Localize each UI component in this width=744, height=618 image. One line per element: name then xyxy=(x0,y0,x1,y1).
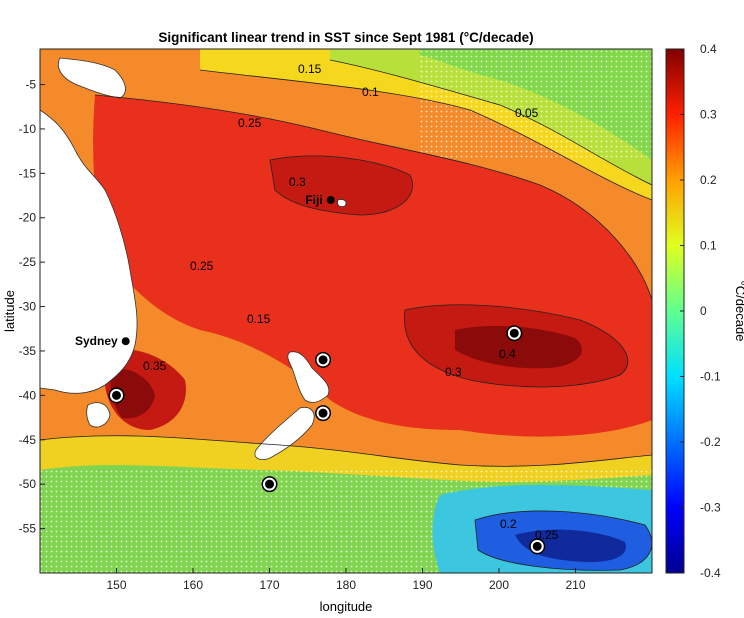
contour-label: 0.3 xyxy=(445,365,462,379)
y-axis-label: latitude xyxy=(2,290,17,332)
y-tick-label: -5 xyxy=(25,78,36,92)
contour-lines xyxy=(40,59,652,571)
colorbar-tick-label: 0.2 xyxy=(700,173,717,187)
contour-line xyxy=(404,304,629,388)
contour-line xyxy=(40,435,652,467)
colorbar-tick-label: 0 xyxy=(700,304,707,318)
contour-line xyxy=(199,69,652,201)
colorbar-label: °C/decade xyxy=(733,281,744,342)
site-marker-ring xyxy=(316,353,330,367)
site-marker-ring xyxy=(110,388,123,402)
y-tick-label: -45 xyxy=(19,433,37,447)
y-tick-label: -40 xyxy=(19,388,37,402)
place-dot xyxy=(326,195,335,204)
site-markers xyxy=(108,325,546,555)
contour-line xyxy=(269,155,413,216)
x-tick-label: 170 xyxy=(259,578,279,592)
y-axis-ticks: -5 -10 -15 -20 -25 -30 -35 -40 -45 -50 -55 xyxy=(19,78,45,536)
band-darkblue-southeast xyxy=(515,529,626,563)
place-label: Fiji xyxy=(305,193,322,207)
y-tick-label: -10 xyxy=(19,122,37,136)
x-tick-label: 200 xyxy=(489,578,509,592)
x-axis-ticks: 150 160 170 180 190 200 210 xyxy=(106,568,586,592)
x-tick-label: 160 xyxy=(183,578,203,592)
site-marker-center xyxy=(535,544,540,549)
y-tick-label: -15 xyxy=(19,166,37,180)
contour-label: 0.25 xyxy=(190,259,214,273)
x-tick-label: 150 xyxy=(106,578,126,592)
contour-label: 0.15 xyxy=(247,312,271,326)
band-maroon-tasman-core xyxy=(110,368,155,419)
site-marker-center xyxy=(512,331,517,336)
y-tick-label: -50 xyxy=(19,477,37,491)
chart-title: Significant linear trend in SST since Se… xyxy=(158,30,533,45)
colorbar-tick-label: -0.1 xyxy=(700,370,721,384)
contour-label: 0.25 xyxy=(238,116,262,130)
band-maroon-east-core xyxy=(455,325,582,369)
australia-landmass xyxy=(40,109,138,394)
contour-line xyxy=(474,510,652,571)
significance-dots-north xyxy=(420,49,652,160)
colorbar-ticks: 0.4 0.3 0.2 0.1 0 -0.1 -0.2 -0.3 -0.4 xyxy=(680,42,721,580)
contour-label: 0.4 xyxy=(499,347,516,361)
y-tick-label: -30 xyxy=(19,300,37,314)
site-marker-ring xyxy=(316,406,330,420)
x-tick-label: 190 xyxy=(412,578,432,592)
contour-label: 0.1 xyxy=(362,85,379,99)
contour-line xyxy=(329,59,652,186)
contour-line xyxy=(94,94,652,301)
site-marker-center xyxy=(114,393,119,398)
x-tick-label: 180 xyxy=(336,578,356,592)
contour-label: 0.25 xyxy=(535,528,559,542)
site-marker-center xyxy=(320,410,326,416)
y-tick-label: -35 xyxy=(19,344,37,358)
x-tick-label: 210 xyxy=(565,578,585,592)
place-labels: Fiji Sydney xyxy=(75,193,335,348)
place-dot xyxy=(121,337,130,346)
new-guinea-landmass xyxy=(58,57,126,99)
contour-label: 0.15 xyxy=(298,62,322,76)
sst-map xyxy=(40,49,652,573)
site-marker-center xyxy=(320,357,326,363)
x-axis-label: longitude xyxy=(320,599,373,614)
colorbar-tick-label: -0.3 xyxy=(700,501,721,515)
colorbar-tick-label: 0.1 xyxy=(700,239,717,253)
colorbar-tick-label: 0.3 xyxy=(700,108,717,122)
contour-label: 0.35 xyxy=(143,359,167,373)
site-marker-ring xyxy=(507,326,521,340)
y-tick-label: -25 xyxy=(19,255,37,269)
colorbar-tick-label: -0.2 xyxy=(700,435,721,449)
fiji-island xyxy=(337,199,347,208)
new-zealand-south-island xyxy=(254,406,315,460)
y-tick-label: -55 xyxy=(19,522,37,536)
colorbar-tick-label: -0.4 xyxy=(700,566,721,580)
contour-labels: 0.15 0.1 0.05 0.25 0.3 0.25 0.15 0.35 0.… xyxy=(143,62,559,542)
y-tick-label: -20 xyxy=(19,211,37,225)
site-marker-ring xyxy=(530,539,544,553)
site-marker-center xyxy=(267,481,272,487)
place-label: Sydney xyxy=(75,334,118,348)
colorbar-tick-label: 0.4 xyxy=(700,42,717,56)
contour-label: 0.2 xyxy=(500,517,517,531)
contour-label: 0.3 xyxy=(289,175,306,189)
tasmania-landmass xyxy=(86,402,111,428)
band-darkred-fiji xyxy=(270,155,413,215)
contour-label: 0.05 xyxy=(515,106,539,120)
new-zealand-north-island xyxy=(287,351,330,403)
site-marker-ring xyxy=(263,477,276,491)
